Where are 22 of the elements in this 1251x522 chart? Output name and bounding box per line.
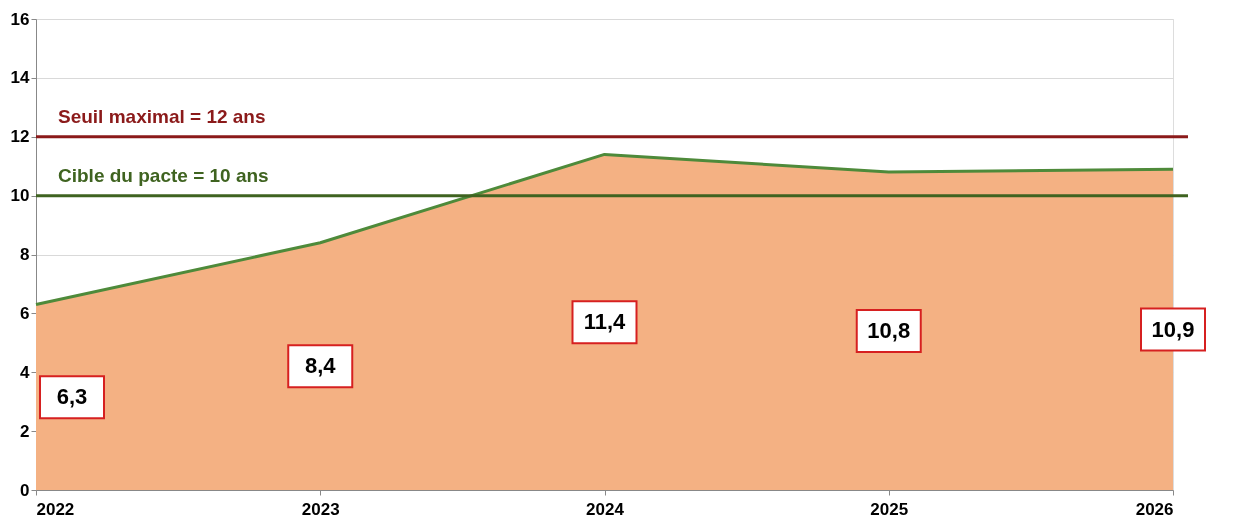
y-tick-label: 2 <box>20 421 30 441</box>
ref-line-label: Seuil maximal = 12 ans <box>58 105 266 127</box>
text: 8,4 <box>304 353 336 379</box>
y-tick-label: 10 <box>10 186 30 206</box>
y-tick-label: 4 <box>20 362 31 382</box>
y-tick-label: 8 <box>20 245 30 264</box>
x-tick-label: 2025 <box>870 499 909 519</box>
y-tick-label: 6 <box>20 303 30 323</box>
ref-line-label: Cible du pacte = 10 ans <box>58 164 269 186</box>
text: 11,4 <box>583 309 626 335</box>
x-tick-label: 2022 <box>36 499 75 519</box>
x-tick-label: 2026 <box>1135 499 1174 519</box>
line-series <box>34 152 1175 307</box>
text: 6,3 <box>56 384 88 410</box>
x-tick-label: 2023 <box>301 499 340 519</box>
x-tick-label: 2024 <box>586 499 625 519</box>
text: 10,9 <box>1151 316 1195 342</box>
text: 10,8 <box>867 318 911 344</box>
y-tick-label: 0 <box>20 480 30 500</box>
y-tick-label: 16 <box>10 9 30 29</box>
y-tick-label: 14 <box>10 68 31 88</box>
y-tick-label: 12 <box>10 127 30 147</box>
